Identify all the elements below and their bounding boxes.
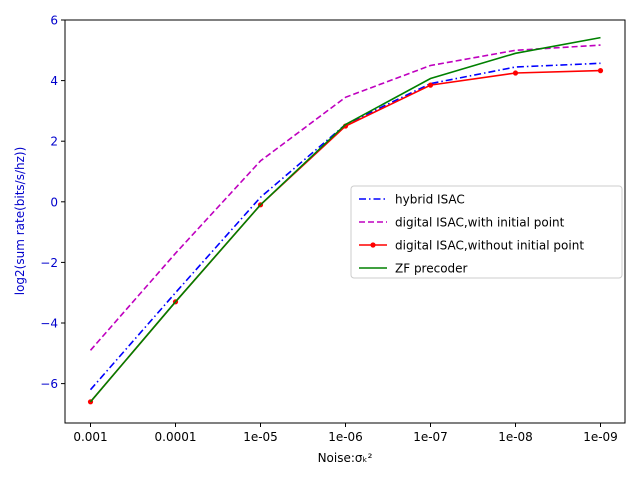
x-tick-label: 1e-06 bbox=[328, 430, 363, 444]
y-tick-label: 6 bbox=[50, 14, 58, 28]
y-tick-label: 0 bbox=[50, 195, 58, 209]
series-line-1 bbox=[89, 44, 601, 351]
x-axis-label: Noise:σₖ² bbox=[318, 451, 373, 465]
x-axis: 0.001 0.0001 1e-05 1e-06 1e-07 1e-08 1e-09 bbox=[73, 423, 618, 444]
x-tick-label: 1e-05 bbox=[243, 430, 278, 444]
series-point-2 bbox=[512, 70, 519, 76]
y-tick-label: 4 bbox=[50, 74, 58, 88]
y-tick-label: −2 bbox=[40, 256, 58, 270]
x-tick-label: 1e-07 bbox=[413, 430, 448, 444]
y-tick-label: −4 bbox=[40, 317, 58, 331]
legend-label: digital ISAC,without initial point bbox=[395, 239, 584, 253]
legend-label: digital ISAC,with initial point bbox=[395, 216, 565, 230]
legend-label: hybrid ISAC bbox=[395, 193, 465, 207]
y-axis: 6 4 2 0 −2 −4 −6 bbox=[40, 14, 65, 391]
y-tick-label: −6 bbox=[40, 377, 58, 391]
legend: hybrid ISAC digital ISAC,with initial poi… bbox=[350, 185, 623, 279]
series-point-2 bbox=[427, 82, 434, 88]
plot-lines bbox=[87, 36, 604, 405]
legend-marker bbox=[370, 242, 376, 248]
legend-box bbox=[350, 185, 623, 279]
series-line-3 bbox=[89, 36, 601, 403]
x-tick-label: 1e-08 bbox=[498, 430, 533, 444]
series-point-2 bbox=[597, 68, 604, 74]
x-tick-label: 0.001 bbox=[73, 430, 107, 444]
x-tick-label: 1e-09 bbox=[583, 430, 618, 444]
y-tick-label: 2 bbox=[50, 135, 58, 149]
x-tick-label: 0.0001 bbox=[155, 430, 197, 444]
y-axis-label: log2(sum rate(bits/s/hz)) bbox=[13, 147, 27, 296]
legend-label: ZF precoder bbox=[395, 262, 468, 276]
